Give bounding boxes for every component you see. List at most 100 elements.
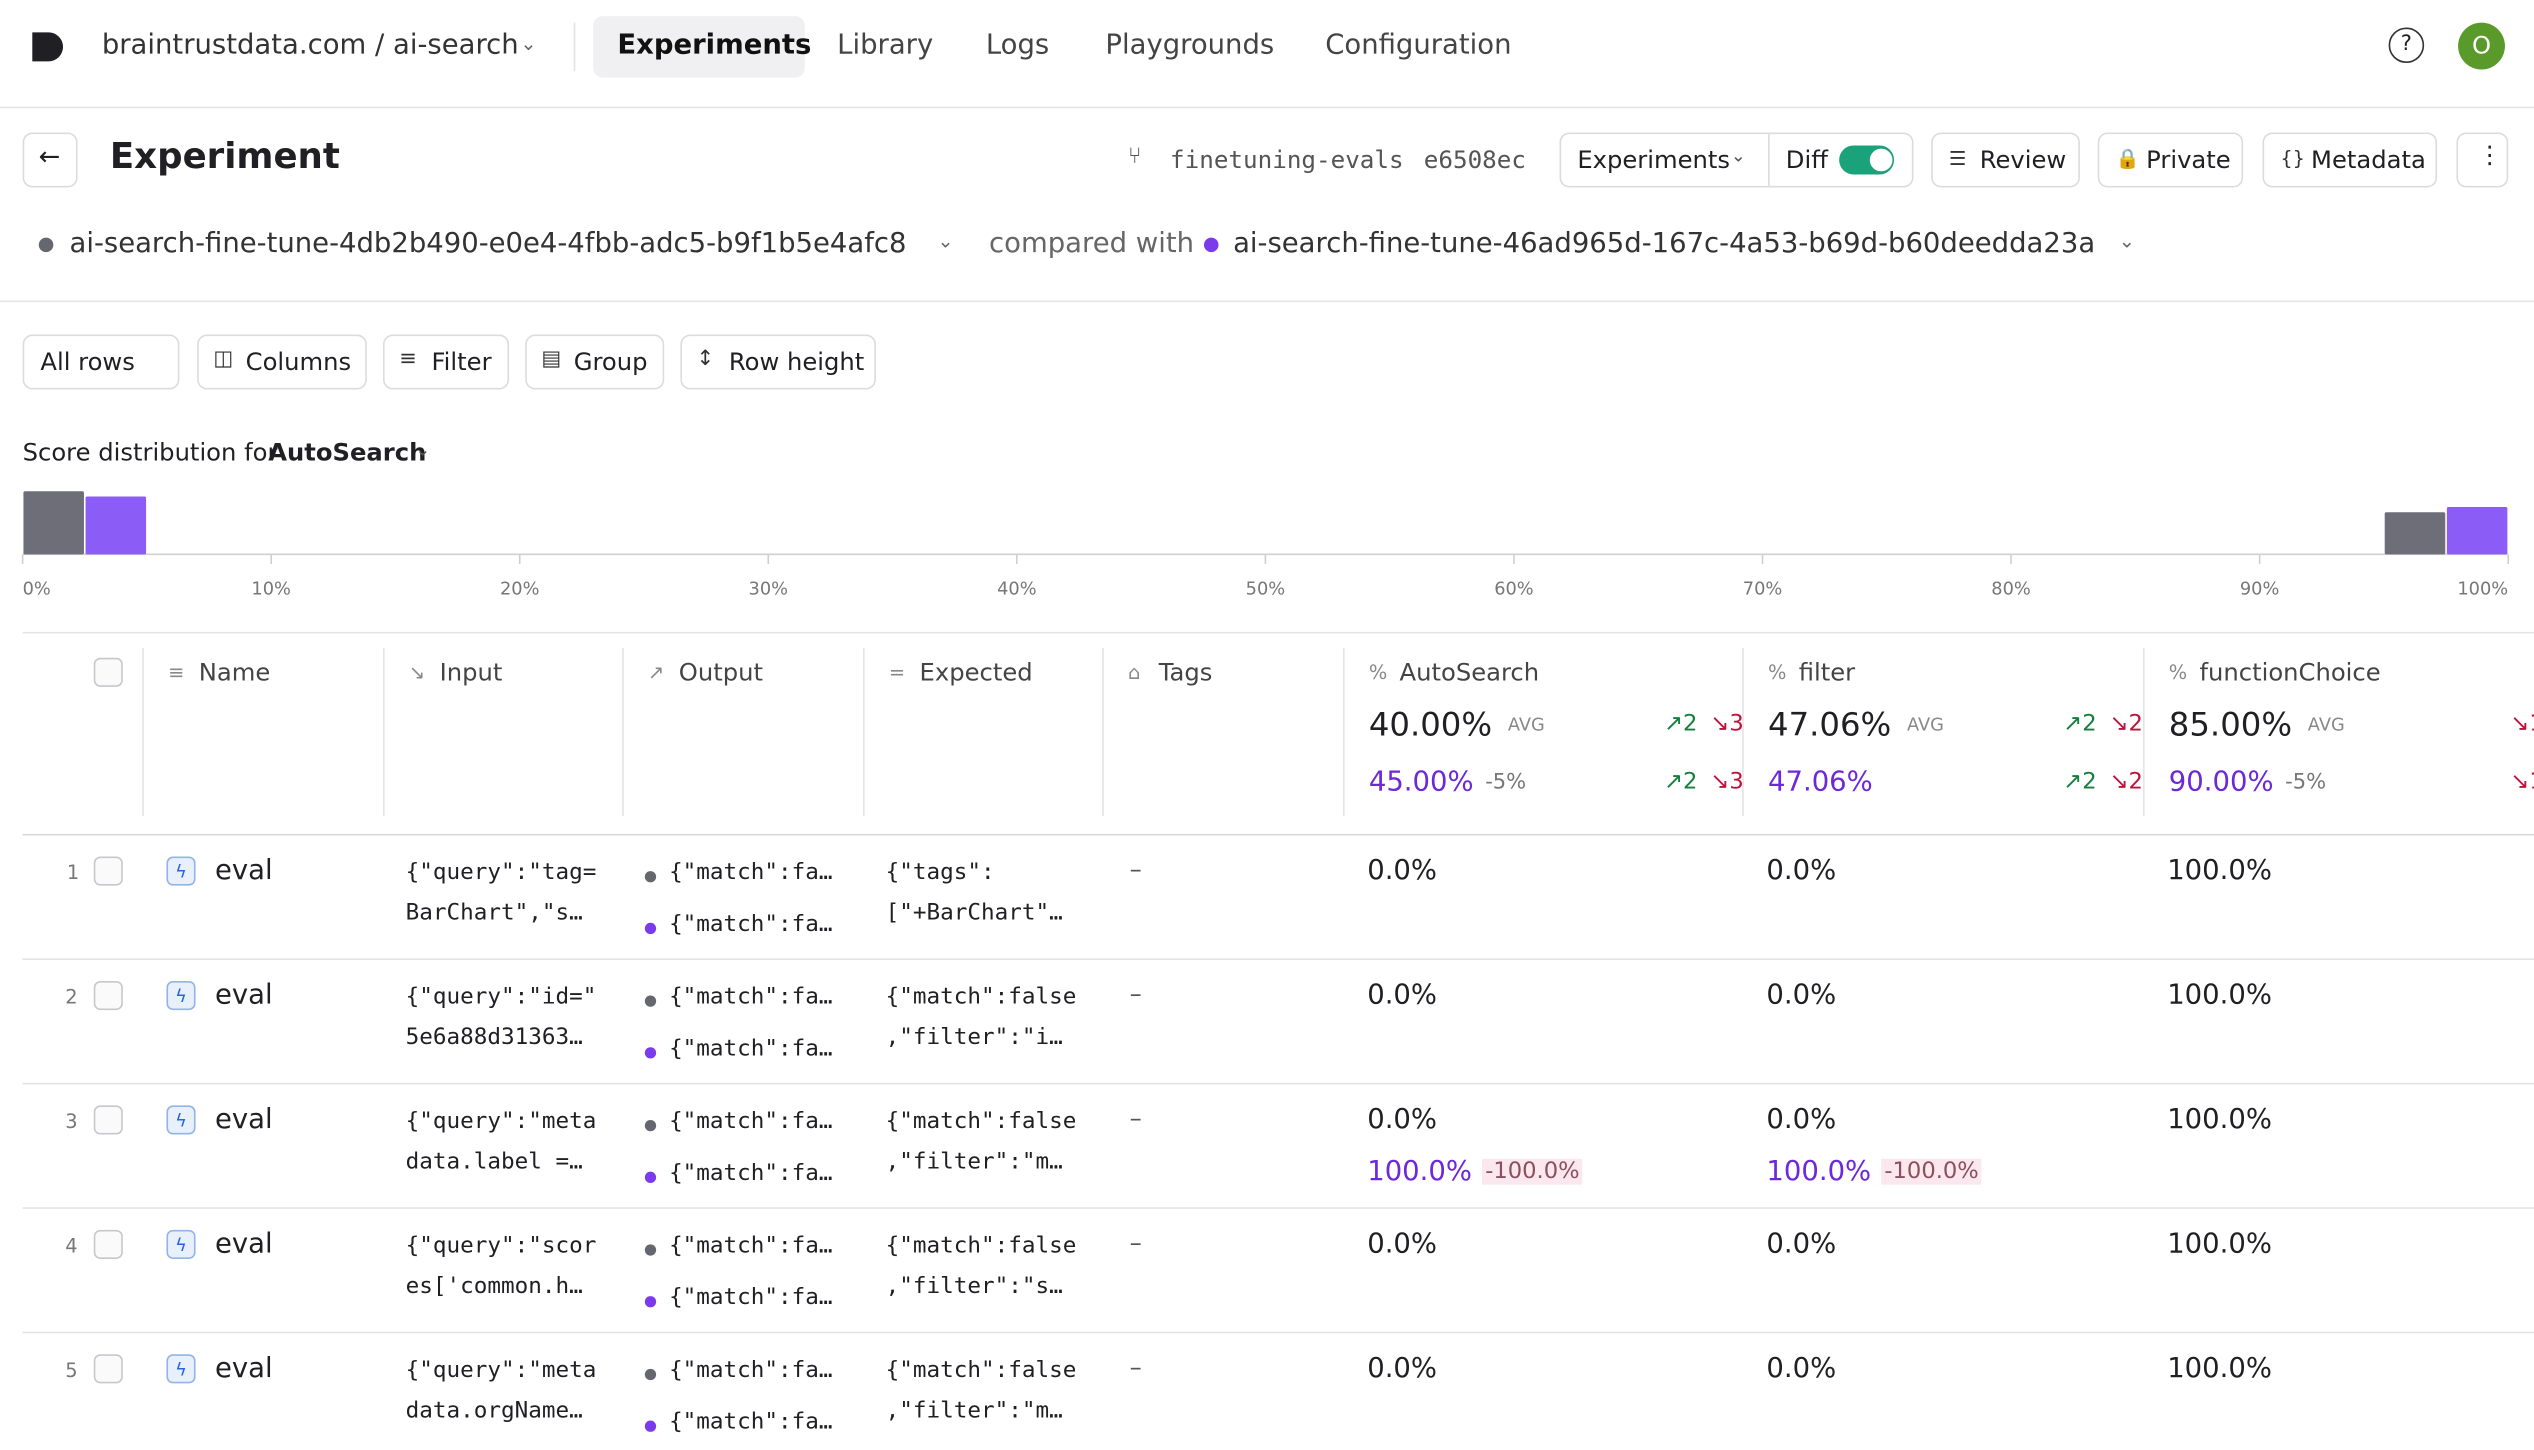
column-icon: ↘: [408, 660, 426, 684]
header-button[interactable]: [2097, 132, 2244, 188]
column-header[interactable]: Tags: [1158, 657, 1213, 687]
avg-label: AVG: [1906, 714, 1944, 736]
count: 2: [1683, 769, 1698, 796]
output-cell: {"match":fa…: [669, 984, 833, 1011]
dropdown-button[interactable]: Experiments: [1577, 145, 1731, 175]
row-checkbox[interactable]: [93, 856, 123, 886]
input-cell: {"query":"scor: [405, 1233, 597, 1259]
score-icon: %: [1768, 660, 1787, 684]
baseline-name[interactable]: ai-search-fine-tune-46ad965d-167c-4a53-b…: [1233, 227, 2096, 261]
output-dot: [644, 1119, 657, 1132]
select-all[interactable]: [93, 657, 123, 687]
eval-icon: ϟ: [166, 1229, 196, 1259]
output-cell: {"match":fa…: [669, 1409, 833, 1436]
column-header[interactable]: Expected: [919, 657, 1033, 687]
chart-title: Score distribution for: [22, 437, 278, 468]
chevron: ⌄: [937, 229, 954, 253]
avatar[interactable]: O: [2458, 22, 2505, 70]
chevron: ⌄: [520, 32, 537, 55]
chevron: ⌄: [1730, 145, 1746, 167]
row-name[interactable]: eval: [214, 854, 273, 888]
nav-tab[interactable]: Experiments: [617, 29, 812, 62]
toolbar-button[interactable]: [22, 334, 180, 390]
count: 2: [2082, 769, 2097, 796]
bar: [23, 491, 84, 555]
x-tick-label: 50%: [1246, 580, 1286, 600]
nav-tab[interactable]: Playgrounds: [1105, 29, 1275, 62]
output-cell: {"match":fa…: [669, 911, 833, 938]
nav-tab[interactable]: Library: [837, 29, 934, 62]
button-label: Columns: [245, 347, 352, 377]
toolbar-button[interactable]: [383, 334, 510, 390]
row-name[interactable]: eval: [214, 1352, 273, 1385]
score-avg: 40.00%: [1368, 704, 1493, 744]
score-name[interactable]: AutoSearch: [268, 437, 427, 468]
column-divider: [142, 648, 144, 817]
improvements: ↗2: [1664, 769, 1698, 796]
project-name[interactable]: braintrustdata.com / ai-search: [101, 29, 519, 62]
output-dot: [644, 1171, 657, 1183]
score-value: 0.0%: [1367, 854, 1438, 888]
row-name[interactable]: eval: [214, 1228, 273, 1261]
help-icon[interactable]: ?: [2388, 27, 2425, 64]
score-header[interactable]: AutoSearch: [1399, 657, 1540, 687]
row-name[interactable]: eval: [214, 979, 273, 1012]
experiment-name[interactable]: ai-search-fine-tune-4db2b490-e0e4-4fbb-a…: [69, 227, 907, 261]
expected-cell: {"match":false: [885, 984, 1077, 1011]
row-checkbox[interactable]: [93, 1105, 123, 1135]
output-cell: {"match":fa…: [669, 859, 833, 886]
x-tick-label: 80%: [1991, 580, 2031, 600]
bar: [2446, 507, 2508, 555]
score-diff: -100.0%: [1881, 1158, 1983, 1185]
avg-label: AVG: [2307, 714, 2345, 736]
eval-icon: ϟ: [166, 980, 196, 1011]
row-checkbox[interactable]: [93, 980, 123, 1011]
avg-diff: -5%: [1485, 770, 1527, 796]
improvements: ↗2: [2063, 711, 2097, 737]
divider: [0, 300, 2534, 303]
expected-cell: {"match":false: [885, 1357, 1077, 1384]
compare-avg: 47.06%: [1768, 766, 1873, 799]
column-header[interactable]: Input: [439, 657, 503, 687]
expected-cell: ,"filter":"i…: [885, 1024, 1063, 1051]
commit: e6508ec: [1423, 145, 1526, 175]
score-value: 0.0%: [1367, 1352, 1438, 1385]
count: 2: [1683, 711, 1698, 737]
score-value: 0.0%: [1367, 979, 1438, 1012]
toolbar-button[interactable]: [525, 334, 665, 390]
row-divider: [22, 1207, 2534, 1209]
toolbar-button[interactable]: [197, 334, 367, 390]
x-tick-label: 90%: [2240, 580, 2280, 600]
row-name[interactable]: eval: [214, 1103, 273, 1137]
compare-avg: 90.00%: [2168, 766, 2274, 799]
divider: [1768, 134, 1770, 186]
score-header[interactable]: functionChoice: [2199, 657, 2381, 687]
header-button[interactable]: [1931, 132, 2080, 188]
count: 1: [2529, 711, 2534, 737]
column-icon: ⌂: [1128, 660, 1141, 684]
output-cell: {"match":fa…: [669, 1284, 833, 1311]
nav-tab[interactable]: Configuration: [1325, 29, 1512, 62]
back-button[interactable]: [22, 132, 78, 188]
header-button[interactable]: [2262, 132, 2438, 188]
input-cell: data.label =…: [405, 1149, 583, 1175]
score-avg: 85.00%: [2168, 704, 2293, 744]
nav-tab[interactable]: Logs: [985, 29, 1050, 62]
toolbar-button[interactable]: [680, 334, 876, 390]
column-header[interactable]: Output: [678, 657, 763, 687]
button-label: Private: [2146, 145, 2231, 175]
count: 2: [2082, 711, 2097, 737]
output-cell: {"match":fa…: [669, 1160, 833, 1187]
output-dot: [644, 1368, 657, 1381]
column-header[interactable]: Name: [198, 657, 271, 687]
row-checkbox[interactable]: [93, 1229, 123, 1259]
row-divider: [22, 1082, 2534, 1085]
regressions: ↘3: [1710, 769, 1744, 796]
more-button[interactable]: [2456, 132, 2509, 188]
score-value: 0.0%: [1367, 1103, 1438, 1137]
row-checkbox[interactable]: [93, 1354, 123, 1384]
column-divider: [1342, 648, 1345, 817]
column-icon: =: [888, 660, 906, 684]
bar: [85, 496, 147, 555]
score-header[interactable]: filter: [1798, 657, 1856, 687]
